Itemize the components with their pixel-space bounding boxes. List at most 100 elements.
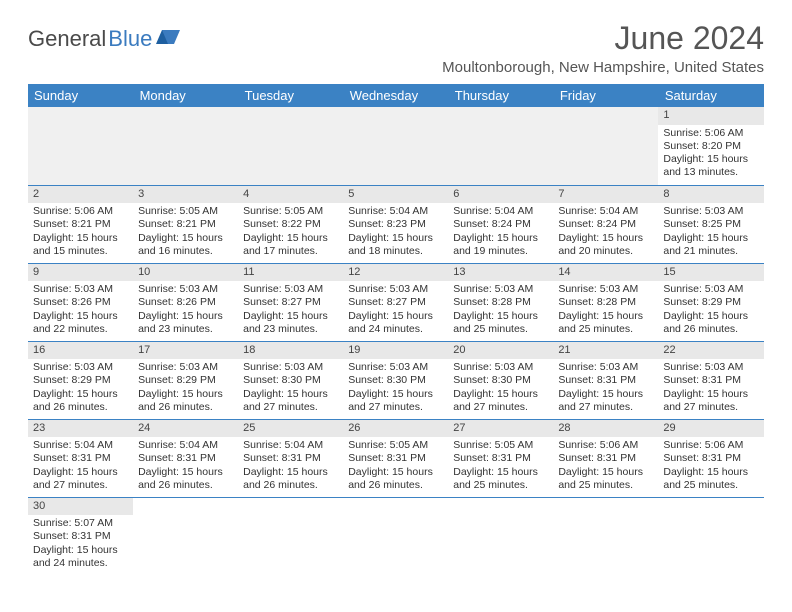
calendar-day-cell: 10Sunrise: 5:03 AMSunset: 8:26 PMDayligh… — [133, 263, 238, 341]
daylight-text: Daylight: 15 hours and 27 minutes. — [33, 466, 128, 492]
sunrise-text: Sunrise: 5:03 AM — [33, 283, 128, 296]
daylight-text: Daylight: 15 hours and 24 minutes. — [348, 310, 443, 336]
sunset-text: Sunset: 8:30 PM — [243, 374, 338, 387]
calendar-day-cell: 7Sunrise: 5:04 AMSunset: 8:24 PMDaylight… — [553, 185, 658, 263]
day-body: Sunrise: 5:03 AMSunset: 8:25 PMDaylight:… — [658, 203, 763, 262]
calendar-day-cell: 21Sunrise: 5:03 AMSunset: 8:31 PMDayligh… — [553, 341, 658, 419]
sunrise-text: Sunrise: 5:03 AM — [348, 361, 443, 374]
calendar-body: 1Sunrise: 5:06 AMSunset: 8:20 PMDaylight… — [28, 107, 764, 575]
calendar-day-cell: 8Sunrise: 5:03 AMSunset: 8:25 PMDaylight… — [658, 185, 763, 263]
daylight-text: Daylight: 15 hours and 16 minutes. — [138, 232, 233, 258]
day-body: Sunrise: 5:06 AMSunset: 8:21 PMDaylight:… — [28, 203, 133, 262]
day-number: 23 — [28, 420, 133, 438]
calendar-day-cell — [448, 497, 553, 575]
calendar-day-cell — [28, 107, 133, 185]
day-body: Sunrise: 5:03 AMSunset: 8:26 PMDaylight:… — [133, 281, 238, 340]
calendar-day-cell: 19Sunrise: 5:03 AMSunset: 8:30 PMDayligh… — [343, 341, 448, 419]
day-number: 16 — [28, 342, 133, 360]
calendar-day-cell: 29Sunrise: 5:06 AMSunset: 8:31 PMDayligh… — [658, 419, 763, 497]
day-number: 13 — [448, 264, 553, 282]
calendar-day-cell — [343, 497, 448, 575]
sunset-text: Sunset: 8:31 PM — [348, 452, 443, 465]
calendar-day-cell: 16Sunrise: 5:03 AMSunset: 8:29 PMDayligh… — [28, 341, 133, 419]
day-body: Sunrise: 5:04 AMSunset: 8:31 PMDaylight:… — [28, 437, 133, 496]
calendar-week-row: 2Sunrise: 5:06 AMSunset: 8:21 PMDaylight… — [28, 185, 764, 263]
daylight-text: Daylight: 15 hours and 25 minutes. — [558, 466, 653, 492]
day-body: Sunrise: 5:06 AMSunset: 8:20 PMDaylight:… — [658, 125, 763, 184]
sunset-text: Sunset: 8:20 PM — [663, 140, 758, 153]
sunrise-text: Sunrise: 5:06 AM — [663, 127, 758, 140]
calendar-day-cell — [448, 107, 553, 185]
calendar-day-cell: 15Sunrise: 5:03 AMSunset: 8:29 PMDayligh… — [658, 263, 763, 341]
calendar-day-cell: 30Sunrise: 5:07 AMSunset: 8:31 PMDayligh… — [28, 497, 133, 575]
month-title: June 2024 — [442, 20, 764, 57]
calendar-week-row: 16Sunrise: 5:03 AMSunset: 8:29 PMDayligh… — [28, 341, 764, 419]
day-number: 14 — [553, 264, 658, 282]
sunset-text: Sunset: 8:29 PM — [663, 296, 758, 309]
sunset-text: Sunset: 8:27 PM — [243, 296, 338, 309]
calendar-day-cell: 14Sunrise: 5:03 AMSunset: 8:28 PMDayligh… — [553, 263, 658, 341]
calendar-day-cell — [658, 497, 763, 575]
day-number: 28 — [553, 420, 658, 438]
day-body: Sunrise: 5:04 AMSunset: 8:24 PMDaylight:… — [553, 203, 658, 262]
calendar-day-cell: 27Sunrise: 5:05 AMSunset: 8:31 PMDayligh… — [448, 419, 553, 497]
day-number: 4 — [238, 186, 343, 204]
day-body: Sunrise: 5:05 AMSunset: 8:21 PMDaylight:… — [133, 203, 238, 262]
day-number: 3 — [133, 186, 238, 204]
weekday-header: Monday — [133, 84, 238, 107]
calendar-day-cell: 11Sunrise: 5:03 AMSunset: 8:27 PMDayligh… — [238, 263, 343, 341]
calendar-day-cell — [238, 107, 343, 185]
calendar-week-row: 9Sunrise: 5:03 AMSunset: 8:26 PMDaylight… — [28, 263, 764, 341]
sunrise-text: Sunrise: 5:03 AM — [348, 283, 443, 296]
sunrise-text: Sunrise: 5:03 AM — [558, 361, 653, 374]
sunrise-text: Sunrise: 5:07 AM — [33, 517, 128, 530]
calendar-day-cell: 1Sunrise: 5:06 AMSunset: 8:20 PMDaylight… — [658, 107, 763, 185]
calendar-day-cell: 23Sunrise: 5:04 AMSunset: 8:31 PMDayligh… — [28, 419, 133, 497]
sunset-text: Sunset: 8:31 PM — [558, 452, 653, 465]
sunrise-text: Sunrise: 5:03 AM — [453, 283, 548, 296]
day-number: 9 — [28, 264, 133, 282]
sunset-text: Sunset: 8:28 PM — [453, 296, 548, 309]
location: Moultonborough, New Hampshire, United St… — [442, 59, 764, 76]
day-body: Sunrise: 5:03 AMSunset: 8:29 PMDaylight:… — [658, 281, 763, 340]
daylight-text: Daylight: 15 hours and 23 minutes. — [138, 310, 233, 336]
day-number: 19 — [343, 342, 448, 360]
weekday-header: Sunday — [28, 84, 133, 107]
sunset-text: Sunset: 8:22 PM — [243, 218, 338, 231]
calendar-day-cell: 3Sunrise: 5:05 AMSunset: 8:21 PMDaylight… — [133, 185, 238, 263]
day-body: Sunrise: 5:03 AMSunset: 8:31 PMDaylight:… — [553, 359, 658, 418]
calendar-day-cell — [133, 497, 238, 575]
day-body: Sunrise: 5:03 AMSunset: 8:30 PMDaylight:… — [238, 359, 343, 418]
daylight-text: Daylight: 15 hours and 19 minutes. — [453, 232, 548, 258]
day-body: Sunrise: 5:04 AMSunset: 8:31 PMDaylight:… — [133, 437, 238, 496]
daylight-text: Daylight: 15 hours and 20 minutes. — [558, 232, 653, 258]
sunset-text: Sunset: 8:31 PM — [243, 452, 338, 465]
sunset-text: Sunset: 8:29 PM — [138, 374, 233, 387]
sunrise-text: Sunrise: 5:03 AM — [558, 283, 653, 296]
day-number: 24 — [133, 420, 238, 438]
day-body: Sunrise: 5:03 AMSunset: 8:27 PMDaylight:… — [343, 281, 448, 340]
weekday-header: Wednesday — [343, 84, 448, 107]
sunset-text: Sunset: 8:26 PM — [138, 296, 233, 309]
calendar-week-row: 30Sunrise: 5:07 AMSunset: 8:31 PMDayligh… — [28, 497, 764, 575]
sunrise-text: Sunrise: 5:04 AM — [33, 439, 128, 452]
weekday-header: Saturday — [658, 84, 763, 107]
daylight-text: Daylight: 15 hours and 25 minutes. — [663, 466, 758, 492]
sunrise-text: Sunrise: 5:03 AM — [243, 361, 338, 374]
sunrise-text: Sunrise: 5:03 AM — [138, 283, 233, 296]
daylight-text: Daylight: 15 hours and 25 minutes. — [453, 466, 548, 492]
sunrise-text: Sunrise: 5:03 AM — [453, 361, 548, 374]
day-number: 8 — [658, 186, 763, 204]
weekday-header: Friday — [553, 84, 658, 107]
calendar-day-cell: 5Sunrise: 5:04 AMSunset: 8:23 PMDaylight… — [343, 185, 448, 263]
day-body: Sunrise: 5:05 AMSunset: 8:22 PMDaylight:… — [238, 203, 343, 262]
calendar-day-cell: 20Sunrise: 5:03 AMSunset: 8:30 PMDayligh… — [448, 341, 553, 419]
day-number: 26 — [343, 420, 448, 438]
day-number: 12 — [343, 264, 448, 282]
sunrise-text: Sunrise: 5:05 AM — [348, 439, 443, 452]
daylight-text: Daylight: 15 hours and 22 minutes. — [33, 310, 128, 336]
calendar-day-cell — [133, 107, 238, 185]
day-number: 29 — [658, 420, 763, 438]
daylight-text: Daylight: 15 hours and 15 minutes. — [33, 232, 128, 258]
day-number: 1 — [658, 107, 763, 125]
